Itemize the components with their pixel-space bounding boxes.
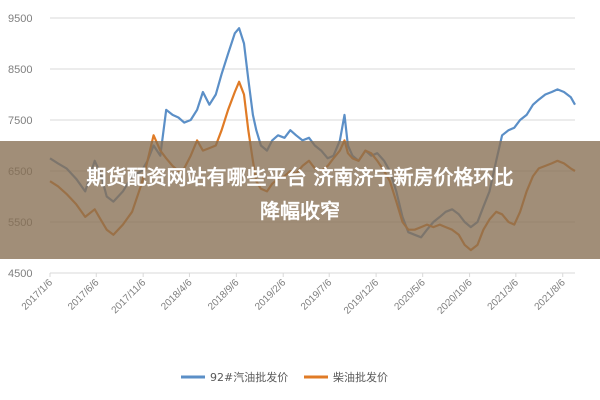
x-tick-label: 2017/11/6 (110, 277, 149, 316)
legend-label-gasoline: 92#汽油批发价 (210, 370, 288, 384)
legend: 92#汽油批发价 柴油批发价 (181, 370, 388, 384)
x-tick-label: 2020/10/6 (435, 277, 475, 317)
banner-title-line-2: 降幅收窄 (260, 199, 340, 223)
x-axis-ticks: 2017/1/6 2017/6/6 2017/11/6 2018/4/6 2018/9/… (20, 273, 568, 317)
x-tick-label: 2019/2/6 (253, 277, 289, 313)
banner-title-line-1: 期货配资网站有哪些平台 济南济宁新房价格环比 (86, 165, 514, 189)
x-tick-label: 2020/5/6 (392, 277, 428, 313)
legend-label-diesel: 柴油批发价 (333, 370, 388, 384)
x-tick-label: 2017/1/6 (20, 277, 56, 313)
x-tick-label: 2019/7/6 (299, 277, 335, 313)
x-tick-label: 2021/3/6 (486, 277, 522, 313)
y-tick-label: 7500 (8, 115, 32, 127)
x-tick-label: 2017/6/6 (66, 277, 102, 313)
x-tick-label: 2018/9/6 (206, 277, 242, 313)
y-tick-label: 8500 (8, 64, 32, 76)
x-tick-label: 2021/8/6 (533, 277, 569, 313)
y-tick-label: 9500 (8, 13, 32, 25)
x-tick-label: 2018/4/6 (159, 277, 195, 313)
banner-title: 期货配资网站有哪些平台 济南济宁新房价格环比 降幅收窄 (0, 160, 600, 228)
x-tick-label: 2019/12/6 (342, 277, 382, 317)
y-tick-label: 4500 (8, 268, 32, 280)
title-banner (0, 141, 600, 259)
